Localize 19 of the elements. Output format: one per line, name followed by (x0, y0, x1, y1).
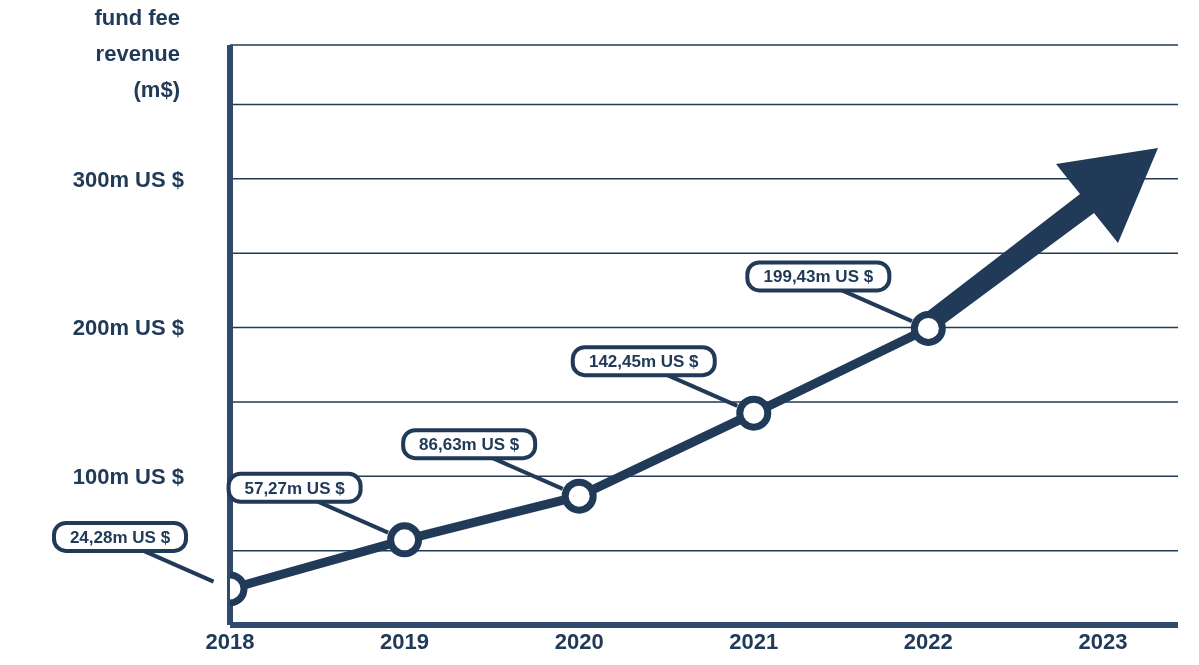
data-label: 199,43m US $ (763, 267, 874, 287)
point (736, 395, 772, 431)
data-label: 86,63m US $ (419, 435, 520, 455)
x-tick-label: 2021 (729, 628, 779, 654)
data-label: 142,45m US $ (588, 352, 700, 372)
y-tick-label: 200m US $ (72, 315, 184, 341)
point (910, 310, 946, 346)
data-label: 57,27m US $ (244, 478, 346, 498)
data-label: 24,28m US $ (69, 527, 171, 547)
x-tick-label: 2019 (380, 628, 430, 654)
x-tick-label: 2022 (903, 628, 953, 654)
point (561, 478, 597, 514)
point (387, 522, 423, 558)
y-tick-label: 300m US $ (72, 166, 184, 192)
x-tick-label: 2020 (554, 628, 604, 654)
x-tick-label: 2023 (1078, 628, 1128, 654)
y-tick-label: 100m US $ (72, 464, 184, 490)
y-axis-title: fund fee revenue (m$) (93, 4, 180, 104)
x-tick-label: 2018 (205, 628, 255, 654)
